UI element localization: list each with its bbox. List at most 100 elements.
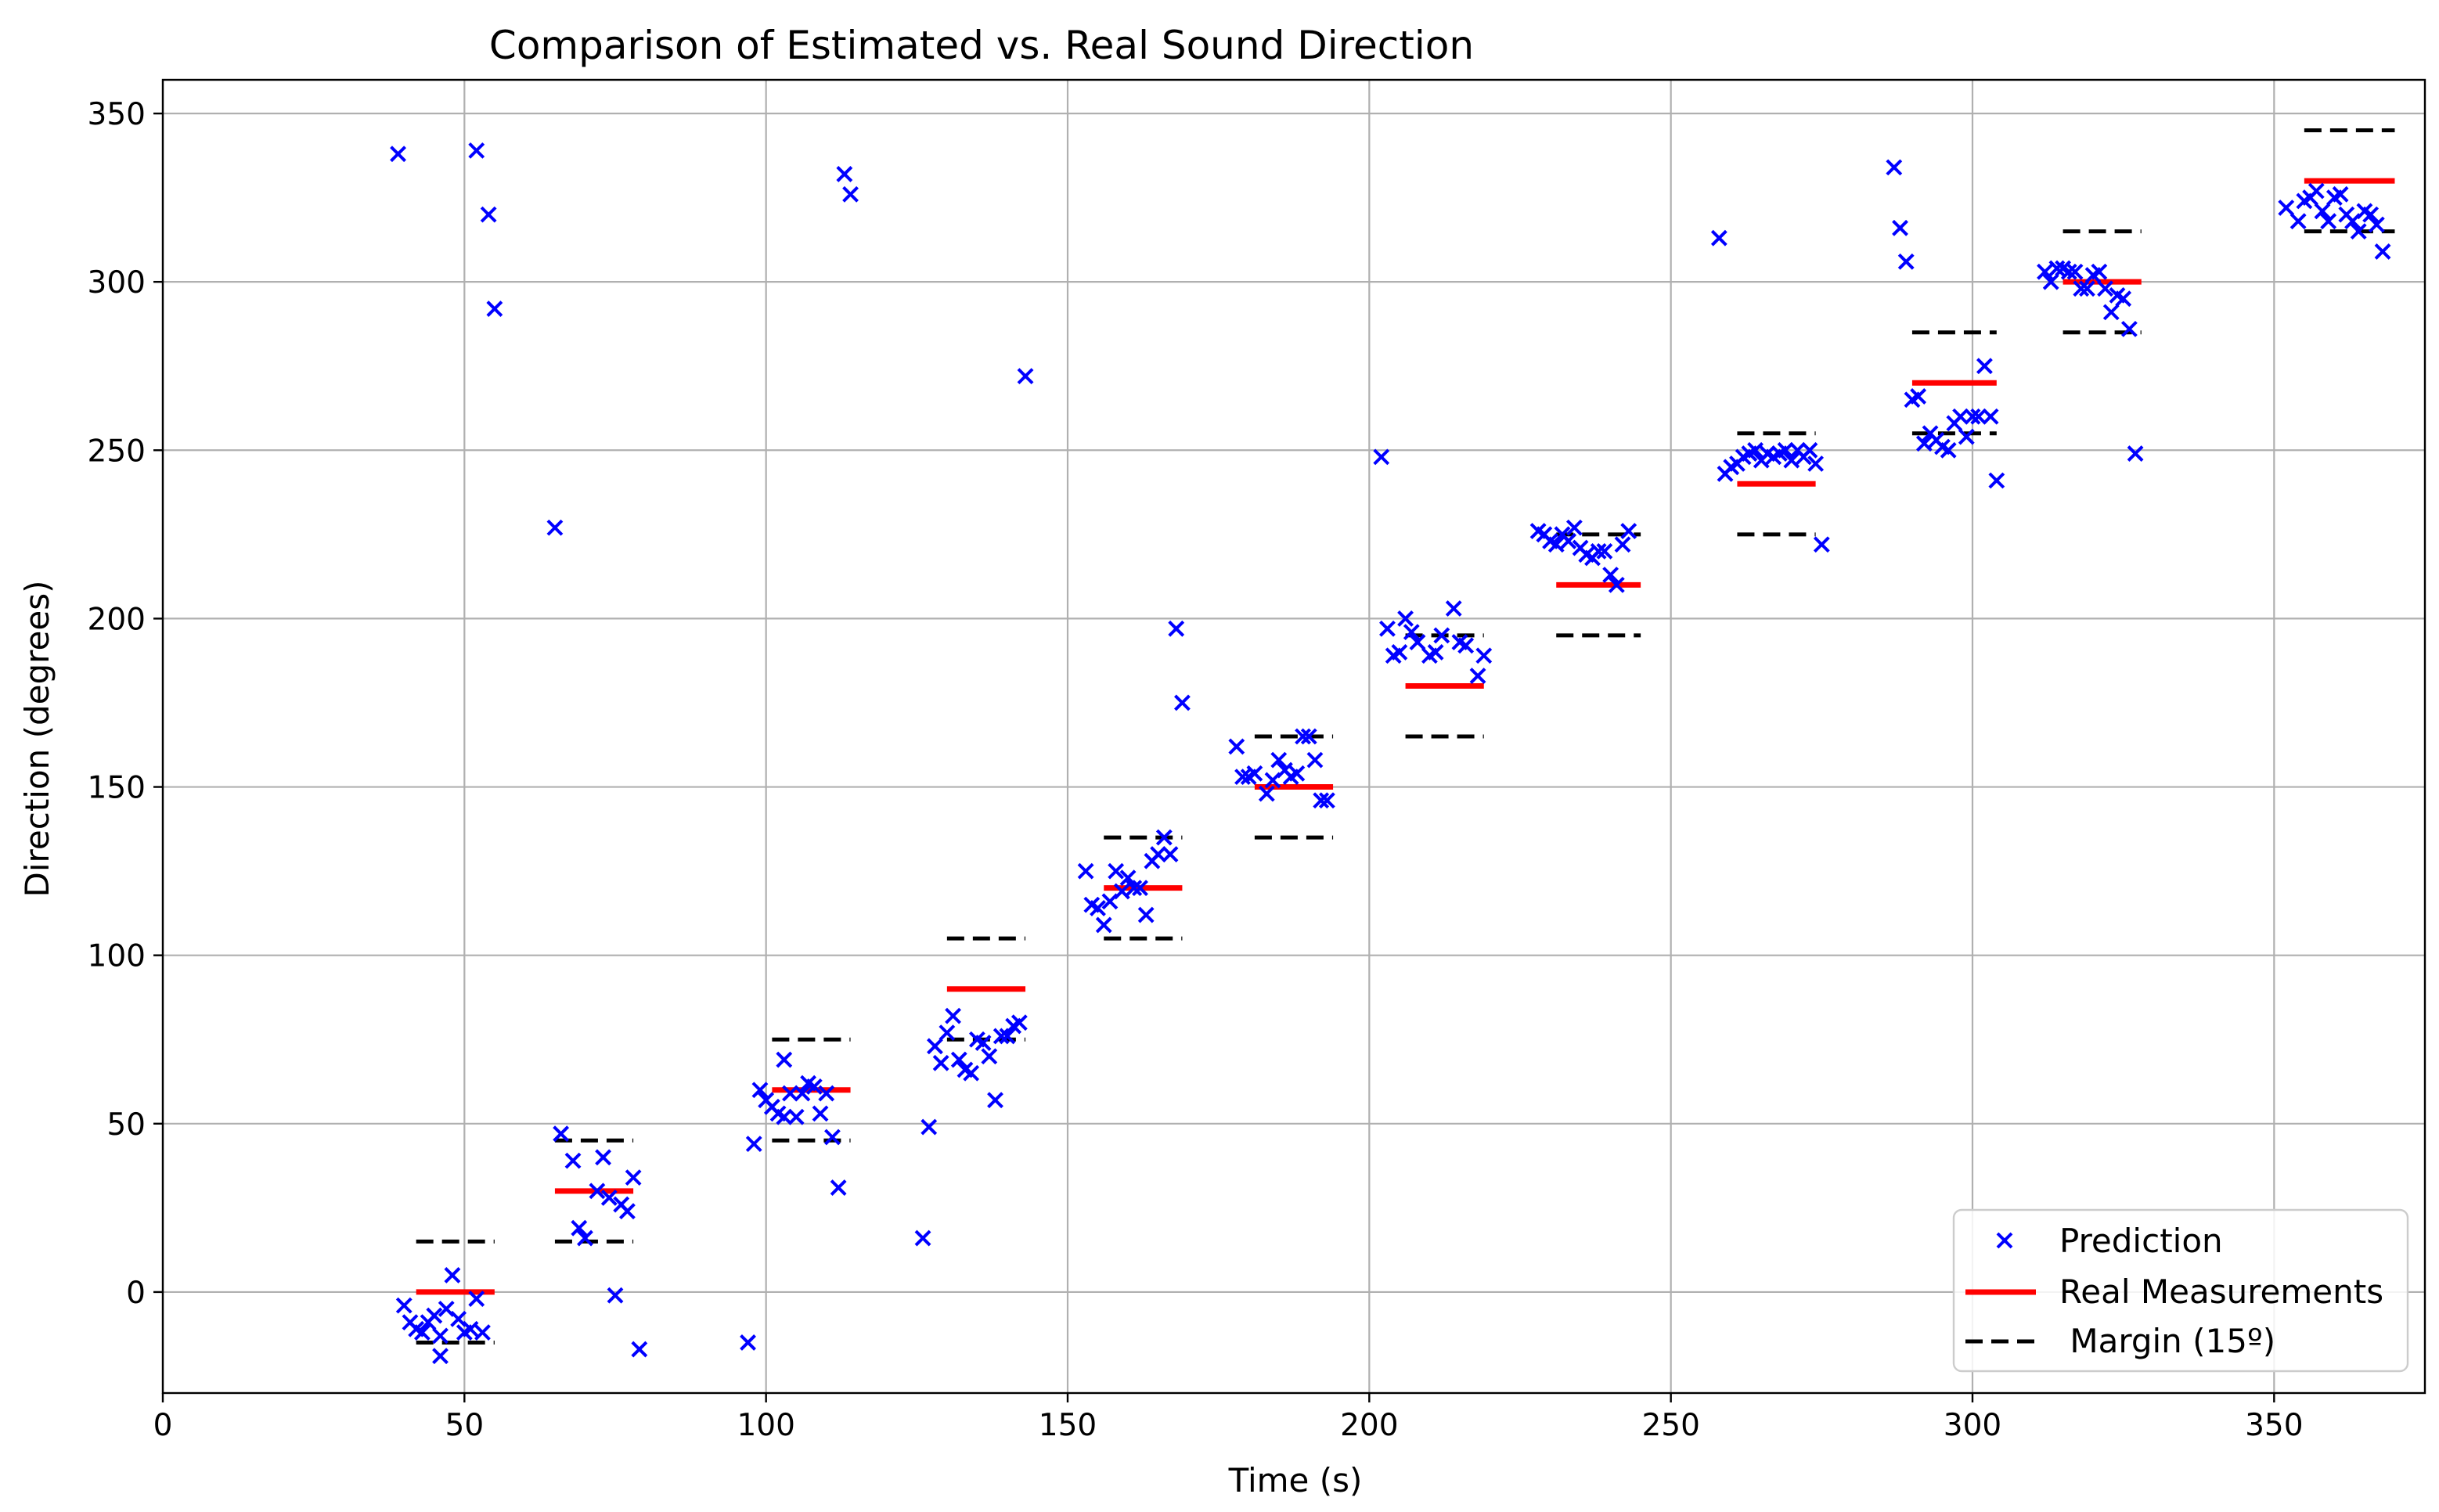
prediction-point — [1126, 880, 1143, 897]
prediction-point — [2073, 280, 2090, 297]
prediction-point — [2350, 223, 2367, 240]
x-tick-label: 350 — [2245, 1408, 2303, 1443]
prediction-point — [1602, 567, 1619, 583]
prediction-point — [474, 1324, 491, 1341]
prediction-point — [2368, 216, 2385, 233]
prediction-point — [932, 1054, 949, 1071]
prediction-point — [1397, 610, 1414, 627]
x-tick-label: 250 — [1641, 1408, 1699, 1443]
y-tick-label: 150 — [88, 771, 146, 806]
prediction-point — [571, 1219, 588, 1237]
prediction-point — [2102, 304, 2120, 321]
prediction-point — [2042, 273, 2059, 290]
prediction-point — [745, 1136, 762, 1153]
prediction-point — [776, 1108, 793, 1125]
prediction-point — [914, 1229, 931, 1247]
prediction-point — [1318, 792, 1335, 809]
prediction-point — [577, 1229, 593, 1247]
prediction-point — [1560, 533, 1577, 549]
prediction-point — [589, 1183, 606, 1200]
prediction-point — [1155, 829, 1173, 846]
legend-real-label: Real Measurements — [2059, 1273, 2383, 1311]
prediction-point — [963, 1064, 980, 1082]
prediction-point — [2308, 182, 2325, 200]
prediction-point — [1113, 883, 1130, 900]
prediction-point — [1246, 765, 1263, 782]
prediction-point — [395, 1297, 413, 1314]
prediction-point — [2091, 263, 2108, 280]
prediction-point — [1234, 769, 1251, 786]
prediction-point — [1886, 159, 1903, 176]
prediction-point — [1976, 358, 1993, 375]
prediction-point — [950, 1051, 967, 1068]
prediction-point — [794, 1085, 811, 1102]
prediction-point — [390, 146, 406, 163]
prediction-series — [390, 142, 2391, 1365]
y-tick-label: 100 — [88, 939, 146, 974]
prediction-point — [999, 1028, 1016, 1045]
prediction-point — [830, 1179, 847, 1196]
prediction-point — [1475, 647, 1493, 664]
prediction-point — [1596, 542, 1613, 560]
prediction-point — [553, 1125, 570, 1143]
grid-lines — [161, 80, 2425, 1393]
prediction-point — [987, 1092, 1003, 1109]
prediction-point — [1433, 627, 1450, 644]
axis-ticks: 0 50 100 150 200 250 300 350 0 50 100 150 200 250 300 3… — [88, 97, 2304, 1443]
prediction-point — [1373, 448, 1390, 466]
prediction-point — [1300, 728, 1317, 745]
x-tick-label: 50 — [445, 1408, 485, 1443]
y-tick-label: 300 — [88, 265, 146, 301]
prediction-point — [818, 1085, 835, 1102]
prediction-point — [1174, 694, 1191, 711]
prediction-point — [2332, 185, 2349, 203]
prediction-point — [836, 166, 853, 182]
prediction-point — [1403, 624, 1420, 641]
prediction-point — [1801, 441, 1818, 459]
prediction-point — [1807, 455, 1825, 472]
prediction-point — [1017, 368, 1034, 385]
prediction-point — [480, 206, 497, 223]
plot-area-frame — [161, 78, 2426, 1395]
prediction-point — [981, 1048, 998, 1065]
y-tick-label: 200 — [88, 602, 146, 637]
prediction-point — [2048, 260, 2066, 277]
prediction-point — [805, 1078, 823, 1095]
prediction-point — [2320, 213, 2337, 230]
prediction-point — [1095, 916, 1112, 934]
prediction-point — [1258, 785, 1275, 802]
x-axis-label: Time (s) — [1228, 1461, 1363, 1499]
prediction-point — [1910, 388, 1927, 405]
prediction-point — [975, 1035, 992, 1051]
prediction-point — [1783, 452, 1800, 469]
prediction-point — [1469, 668, 1486, 684]
prediction-point — [486, 301, 503, 317]
prediction-point — [938, 1024, 956, 1042]
legend-prediction-label: Prediction — [2059, 1222, 2223, 1260]
prediction-point — [1288, 765, 1306, 782]
prediction-point — [1892, 219, 1908, 236]
prediction-point — [751, 1082, 769, 1099]
x-tick-label: 100 — [737, 1408, 794, 1443]
y-tick-label: 250 — [88, 434, 146, 469]
legend-box — [1952, 1208, 2409, 1373]
prediction-point — [1313, 792, 1330, 809]
prediction-point — [432, 1348, 449, 1365]
prediction-point — [1777, 441, 1794, 459]
prediction-point — [1813, 536, 1830, 553]
prediction-point — [1590, 542, 1607, 560]
prediction-point — [1940, 441, 1957, 459]
prediction-point — [1970, 408, 1987, 425]
prediction-point — [1952, 408, 1969, 425]
prediction-point — [625, 1169, 642, 1186]
prediction-point — [1132, 880, 1148, 897]
legend-prediction-marker-icon — [1996, 1232, 2013, 1249]
prediction-point — [1306, 751, 1324, 769]
prediction-point — [1270, 751, 1288, 769]
chart-title: Comparison of Estimated vs. Real Sound D… — [489, 23, 1474, 68]
prediction-point — [1011, 1014, 1028, 1031]
prediction-point — [1897, 253, 1915, 270]
prediction-point — [468, 1291, 485, 1307]
prediction-point — [2289, 213, 2307, 230]
prediction-point — [1427, 644, 1444, 661]
